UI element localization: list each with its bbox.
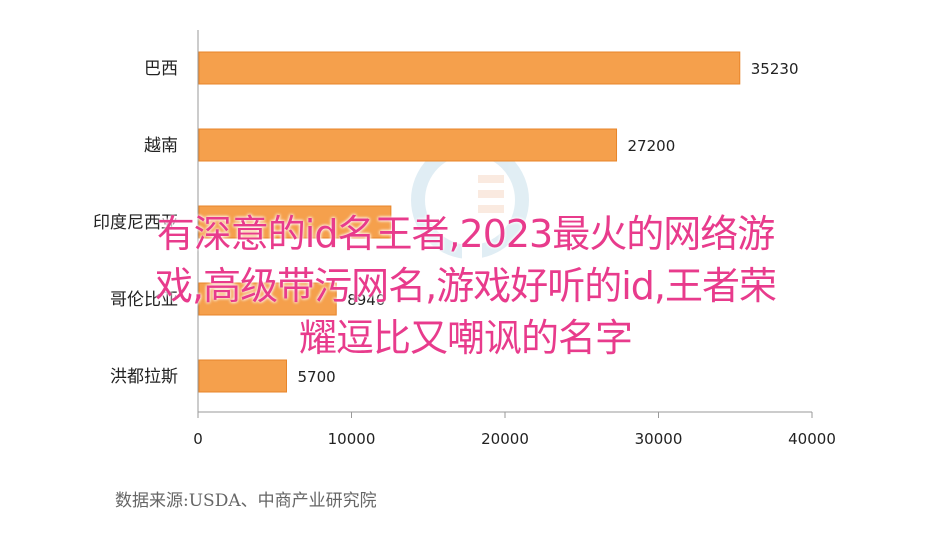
category-label: 印度尼西亚 <box>93 213 178 233</box>
overlay-title-line-1: 有深意的id名王者,2023最火的网络游 <box>156 212 775 256</box>
bar-1 <box>198 128 618 162</box>
x-tick-label: 20000 <box>481 430 529 448</box>
value-label: 8940 <box>347 291 385 309</box>
category-label: 越南 <box>144 136 178 156</box>
bar-3 <box>198 282 337 316</box>
x-tick-label: 30000 <box>635 430 683 448</box>
source-note: 数据来源:USDA、中商产业研究院 <box>115 491 377 511</box>
bar-0 <box>198 51 741 85</box>
value-label: 5700 <box>297 368 335 386</box>
overlay-title-line-2: 戏,高级带污网名,游戏好听的id,王者荣 <box>155 264 777 308</box>
overlay-title: 有深意的id名王者,2023最火的网络游 戏,高级带污网名,游戏好听的id,王者… <box>0 208 931 364</box>
x-tick-label: 40000 <box>788 430 836 448</box>
category-label: 哥伦比亚 <box>110 290 178 310</box>
overlay-title-line-3: 耀逗比又嘲讽的名字 <box>298 316 633 360</box>
x-tick-label: 0 <box>193 430 203 448</box>
value-label: 27200 <box>628 137 676 155</box>
bar-4 <box>198 359 287 393</box>
bar-2 <box>198 205 392 239</box>
category-label: 洪都拉斯 <box>110 367 178 387</box>
category-label: 巴西 <box>144 59 178 79</box>
value-label: 35230 <box>751 60 799 78</box>
x-tick-label: 10000 <box>328 430 376 448</box>
